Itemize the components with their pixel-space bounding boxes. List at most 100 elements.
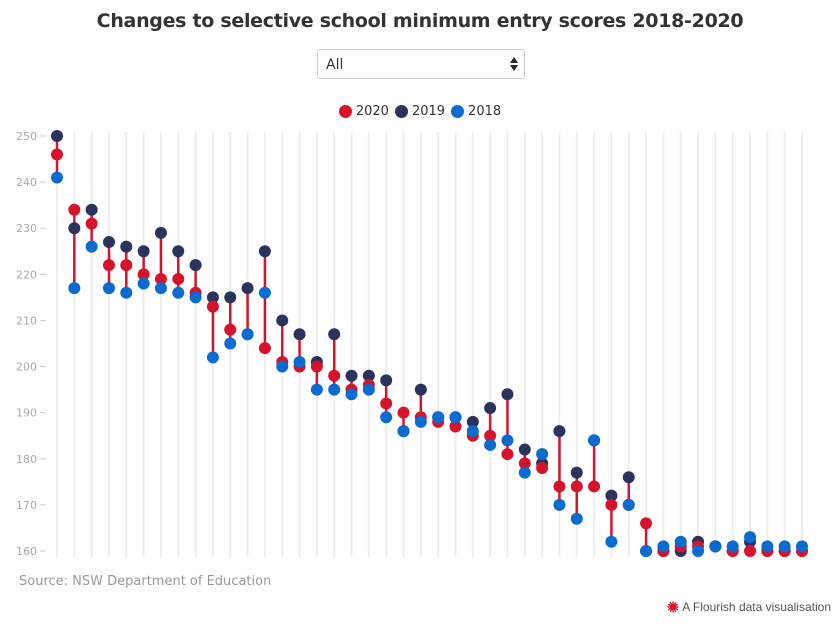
dot-2018[interactable] [518, 466, 531, 479]
dot-2020[interactable] [397, 406, 410, 419]
dot-2018[interactable] [345, 388, 358, 401]
dot-2018[interactable] [68, 282, 81, 295]
dot-2018[interactable] [414, 415, 427, 428]
dot-2020[interactable] [310, 360, 323, 373]
dot-2019[interactable] [328, 328, 341, 341]
dot-2018[interactable] [484, 438, 497, 451]
dot-2018[interactable] [796, 540, 808, 553]
dot-2020[interactable] [51, 148, 63, 161]
dot-2019[interactable] [518, 443, 531, 456]
dot-2018[interactable] [310, 383, 323, 396]
dot-2020[interactable] [553, 480, 566, 493]
dot-2018[interactable] [241, 328, 254, 341]
dot-2020[interactable] [120, 259, 133, 272]
flourish-credit-link[interactable]: A Flourish data visualisation [667, 600, 831, 614]
dot-2020[interactable] [570, 480, 583, 493]
legend-item-2019[interactable]: 2019 [394, 104, 445, 119]
dot-2020[interactable] [102, 259, 115, 272]
dot-2019[interactable] [605, 489, 618, 502]
dot-2018[interactable] [172, 286, 185, 299]
dot-2018[interactable] [380, 411, 393, 424]
dot-2020[interactable] [484, 429, 497, 442]
dot-2019[interactable] [276, 314, 289, 327]
dot-2018[interactable] [588, 434, 601, 447]
dot-2018[interactable] [536, 448, 549, 461]
dot-2018[interactable] [657, 540, 670, 553]
dot-2020[interactable] [449, 420, 462, 433]
dot-2019[interactable] [484, 402, 497, 415]
dot-2018[interactable] [206, 351, 219, 364]
dot-2020[interactable] [154, 272, 167, 285]
dot-2018[interactable] [570, 512, 583, 525]
legend-item-2018[interactable]: 2018 [451, 104, 501, 119]
dot-2018[interactable] [761, 540, 774, 553]
legend-item-2020[interactable]: 2020 [338, 104, 389, 119]
dot-2018[interactable] [744, 531, 757, 544]
dot-2019[interactable] [189, 259, 202, 272]
dot-2019[interactable] [102, 236, 115, 249]
dot-2018[interactable] [154, 282, 167, 295]
dot-2019[interactable] [293, 328, 306, 341]
dot-2018[interactable] [51, 171, 63, 184]
dot-2019[interactable] [120, 240, 133, 253]
dot-2019[interactable] [570, 466, 583, 479]
dot-2018[interactable] [328, 383, 341, 396]
dot-2018[interactable] [432, 411, 445, 424]
dot-2020[interactable] [380, 397, 393, 410]
dot-2019[interactable] [553, 425, 566, 438]
dot-2018[interactable] [692, 545, 705, 557]
dot-2019[interactable] [85, 203, 98, 216]
dot-2018[interactable] [258, 286, 271, 299]
dot-2019[interactable] [224, 291, 237, 304]
dot-2019[interactable] [172, 245, 185, 258]
dot-2018[interactable] [362, 383, 375, 396]
dot-2020[interactable] [172, 272, 185, 285]
dot-2020[interactable] [328, 369, 341, 382]
dot-2020[interactable] [640, 517, 653, 530]
dot-2018[interactable] [120, 286, 133, 299]
dot-2019[interactable] [380, 374, 393, 387]
dot-2020[interactable] [68, 203, 81, 216]
dot-2019[interactable] [414, 383, 427, 396]
dot-2019[interactable] [154, 226, 167, 239]
dot-2018[interactable] [293, 355, 306, 368]
dot-2020[interactable] [206, 300, 219, 313]
dot-2019[interactable] [51, 130, 63, 142]
dot-2020[interactable] [744, 545, 757, 557]
dot-2018[interactable] [726, 540, 739, 553]
dot-2019[interactable] [258, 245, 271, 258]
dot-2020[interactable] [85, 217, 98, 230]
dot-2019[interactable] [137, 245, 150, 258]
dot-2018[interactable] [276, 360, 289, 373]
dot-2018[interactable] [501, 434, 514, 447]
dot-2019[interactable] [68, 222, 81, 235]
dot-2018[interactable] [622, 498, 635, 511]
dot-2018[interactable] [224, 337, 237, 350]
dot-2020[interactable] [588, 480, 601, 493]
dot-2020[interactable] [258, 342, 271, 355]
dot-2018[interactable] [674, 535, 687, 548]
dot-2019[interactable] [362, 369, 375, 382]
dot-2018[interactable] [778, 540, 791, 553]
dot-2018[interactable] [709, 540, 722, 553]
dot-2020[interactable] [536, 462, 549, 474]
dot-2020[interactable] [137, 268, 150, 281]
dot-2018[interactable] [466, 425, 479, 438]
dot-2019[interactable] [501, 388, 514, 401]
dot-2018[interactable] [449, 411, 462, 424]
dot-2018[interactable] [640, 545, 653, 557]
dot-2018[interactable] [605, 535, 618, 548]
dot-2019[interactable] [466, 415, 479, 428]
school-filter-select[interactable]: All [317, 49, 525, 79]
dot-2018[interactable] [85, 240, 98, 253]
dot-2018[interactable] [397, 425, 410, 438]
dot-2018[interactable] [553, 498, 566, 511]
dot-2019[interactable] [345, 369, 358, 382]
dot-2020[interactable] [605, 498, 618, 511]
dot-2019[interactable] [241, 282, 254, 295]
dot-2019[interactable] [622, 471, 635, 484]
dot-2020[interactable] [518, 457, 531, 470]
dot-2020[interactable] [501, 448, 514, 461]
dot-2018[interactable] [137, 277, 150, 290]
dot-2018[interactable] [102, 282, 115, 295]
